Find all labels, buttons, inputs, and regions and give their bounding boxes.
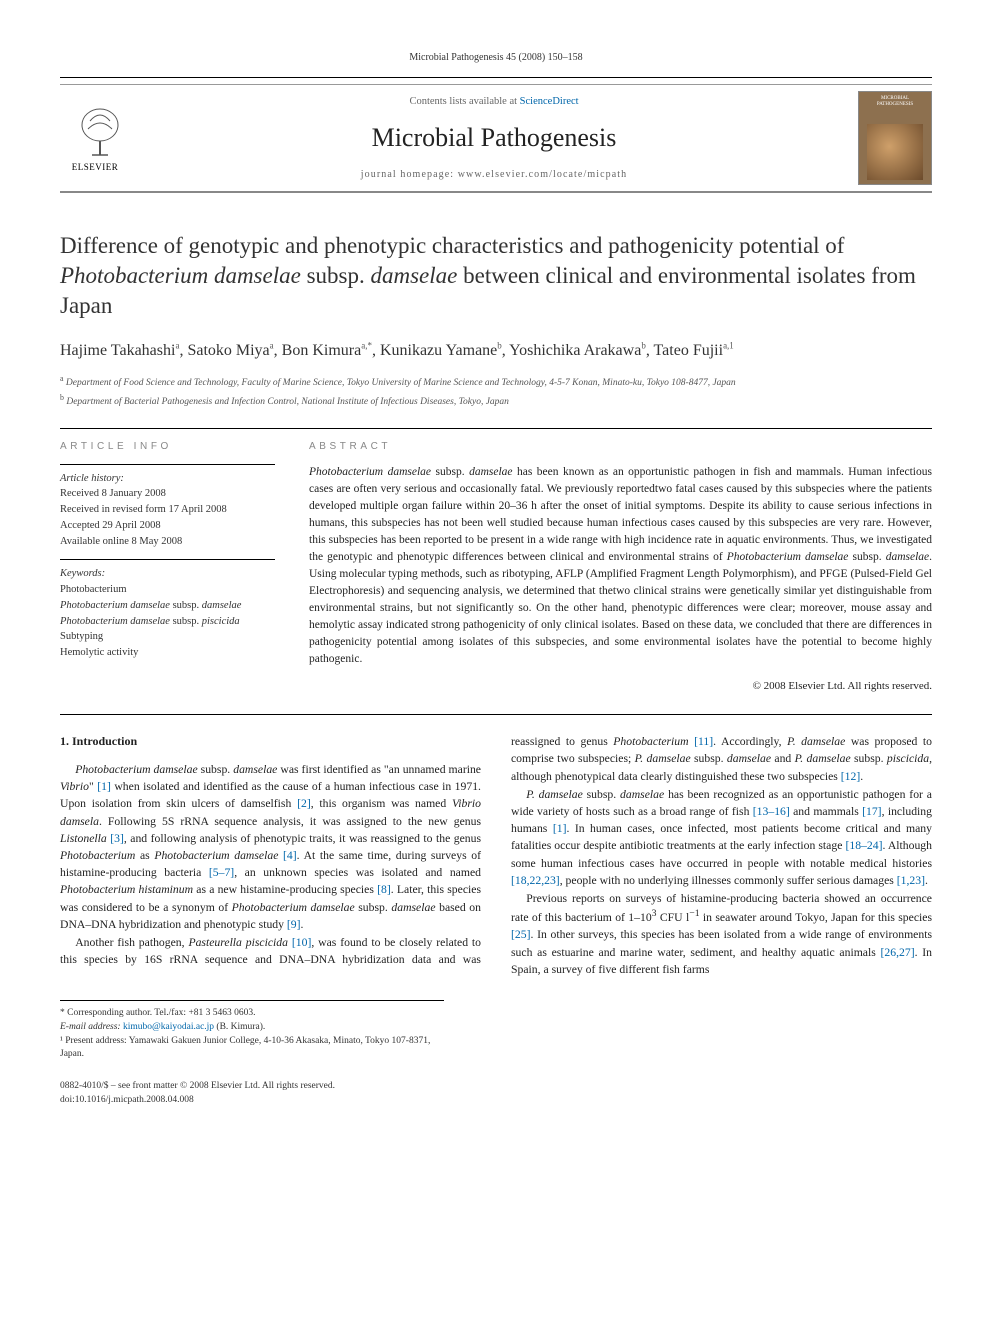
history-line: Received in revised form 17 April 2008 xyxy=(60,502,275,518)
abstract-block: ABSTRACT Photobacterium damselae subsp. … xyxy=(309,439,932,695)
paper-page: Microbial Pathogenesis 45 (2008) 150–158… xyxy=(0,0,992,1158)
email-name: (B. Kimura). xyxy=(214,1022,265,1032)
author-list: Hajime Takahashia, Satoko Miyaa, Bon Kim… xyxy=(60,339,932,363)
rule xyxy=(60,428,932,429)
contents-pre: Contents lists available at xyxy=(409,96,519,107)
article-info-head: ARTICLE INFO xyxy=(60,439,275,454)
running-head: Microbial Pathogenesis 45 (2008) 150–158 xyxy=(60,50,932,65)
affiliations: a Department of Food Science and Technol… xyxy=(60,373,932,410)
history-line: Accepted 29 April 2008 xyxy=(60,518,275,534)
history-line: Received 8 January 2008 xyxy=(60,486,275,502)
keywords-label: Keywords: xyxy=(60,566,275,582)
abstract-copyright: © 2008 Elsevier Ltd. All rights reserved… xyxy=(309,678,932,695)
affiliation: a Department of Food Science and Technol… xyxy=(60,373,932,390)
footnotes: * Corresponding author. Tel./fax: +81 3 … xyxy=(60,1000,444,1062)
rule xyxy=(60,559,275,560)
article-info-block: ARTICLE INFO Article history: Received 8… xyxy=(60,439,275,695)
history-label: Article history: xyxy=(60,471,275,487)
body-columns: 1. Introduction Photobacterium damselae … xyxy=(60,733,932,978)
info-abstract-row: ARTICLE INFO Article history: Received 8… xyxy=(60,439,932,695)
body-para: Photobacterium damselae subsp. damselae … xyxy=(60,761,481,933)
cover-image-icon xyxy=(867,124,923,180)
footer-meta: 0882-4010/$ – see front matter © 2008 El… xyxy=(60,1080,932,1108)
affiliation: b Department of Bacterial Pathogenesis a… xyxy=(60,392,932,409)
author-email-link[interactable]: kimubo@kaiyodai.ac.jp xyxy=(123,1022,214,1032)
cover-title: MICROBIAL PATHOGENESIS xyxy=(863,96,927,107)
body-para: P. damselae subsp. damselae has been rec… xyxy=(511,786,932,889)
article-history: Article history: Received 8 January 2008… xyxy=(60,471,275,550)
present-address: ¹ Present address: Yamawaki Gakuen Junio… xyxy=(60,1035,444,1063)
journal-homepage: journal homepage: www.elsevier.com/locat… xyxy=(130,167,858,182)
publisher-name: ELSEVIER xyxy=(60,161,130,175)
keywords-list: PhotobacteriumPhotobacterium damselae su… xyxy=(60,582,275,661)
publisher-logo: ELSEVIER xyxy=(60,99,130,177)
history-line: Available online 8 May 2008 xyxy=(60,534,275,550)
abstract-text: Photobacterium damselae subsp. damselae … xyxy=(309,464,932,668)
header-center: Contents lists available at ScienceDirec… xyxy=(130,94,858,182)
email-label: E-mail address: xyxy=(60,1022,123,1032)
issn-line: 0882-4010/$ – see front matter © 2008 El… xyxy=(60,1080,932,1094)
rule xyxy=(60,714,932,715)
abstract-head: ABSTRACT xyxy=(309,439,932,454)
section-heading-intro: 1. Introduction xyxy=(60,733,481,751)
rule xyxy=(60,77,932,78)
body-para: Previous reports on surveys of histamine… xyxy=(511,890,932,978)
keywords-block: Keywords: PhotobacteriumPhotobacterium d… xyxy=(60,566,275,661)
article-title: Difference of genotypic and phenotypic c… xyxy=(60,231,932,321)
email-line: E-mail address: kimubo@kaiyodai.ac.jp (B… xyxy=(60,1021,444,1035)
contents-list-line: Contents lists available at ScienceDirec… xyxy=(130,94,858,110)
rule xyxy=(60,464,275,465)
journal-title: Microbial Pathogenesis xyxy=(130,118,858,157)
sciencedirect-link[interactable]: ScienceDirect xyxy=(520,96,579,107)
journal-cover-thumbnail: MICROBIAL PATHOGENESIS xyxy=(858,91,932,185)
elsevier-tree-icon xyxy=(70,101,130,161)
doi-line: doi:10.1016/j.micpath.2008.04.008 xyxy=(60,1094,932,1108)
journal-header: ELSEVIER Contents lists available at Sci… xyxy=(60,84,932,193)
corresponding-author: * Corresponding author. Tel./fax: +81 3 … xyxy=(60,1007,444,1021)
